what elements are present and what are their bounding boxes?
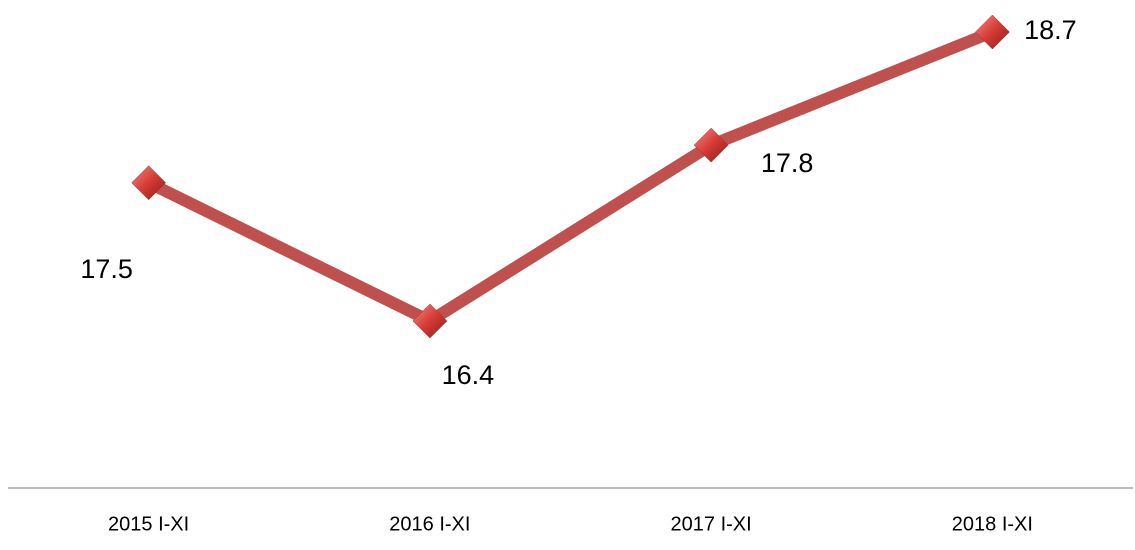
- data-label: 17.5: [80, 254, 133, 284]
- x-tick-label: 2017 I-XI: [671, 513, 752, 535]
- data-label: 18.7: [1024, 15, 1077, 45]
- x-tick-label: 2015 I-XI: [108, 513, 189, 535]
- data-label: 17.8: [761, 148, 814, 178]
- marker: [131, 165, 166, 201]
- marker: [975, 14, 1010, 50]
- data-label: 16.4: [442, 360, 495, 390]
- line: [145, 26, 995, 327]
- x-tick-label: 2016 I-XI: [389, 513, 470, 535]
- marker: [412, 303, 448, 339]
- x-tick-label: 2018 I-XI: [952, 513, 1033, 535]
- marker: [693, 127, 729, 163]
